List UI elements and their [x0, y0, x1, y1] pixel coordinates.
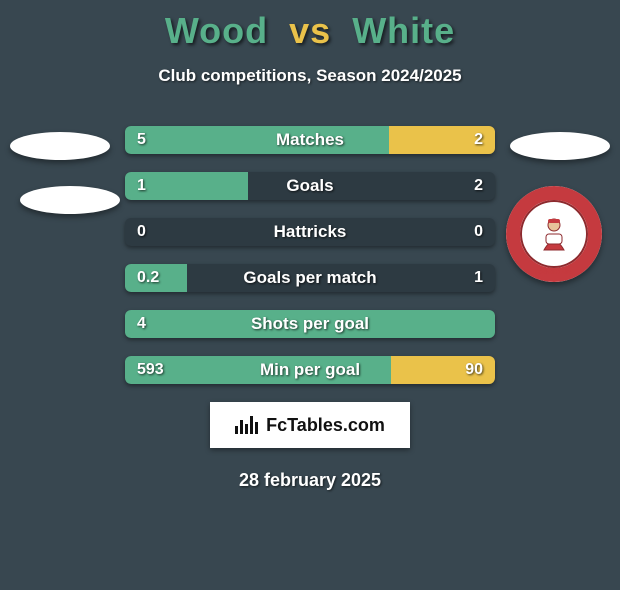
date-label: 28 february 2025: [0, 470, 620, 491]
subtitle: Club competitions, Season 2024/2025: [0, 66, 620, 86]
stat-value-left: 1: [137, 172, 146, 200]
vs-label: vs: [289, 10, 331, 51]
stat-value-left: 0: [137, 218, 146, 246]
stat-row: Goals1 2: [125, 172, 495, 200]
stat-row: Min per goal593 90: [125, 356, 495, 384]
stat-label: Shots per goal: [125, 310, 495, 338]
club-badge-figure-icon: [534, 214, 574, 254]
page-title: Wood vs White: [0, 10, 620, 52]
player1-name: Wood: [165, 10, 268, 51]
stat-label: Min per goal: [125, 356, 495, 384]
stat-value-right: 2: [474, 126, 483, 154]
stat-value-right: 2: [474, 172, 483, 200]
brand-pill: FcTables.com: [210, 402, 410, 448]
stat-row: Shots per goal4: [125, 310, 495, 338]
club-badge-founded-text: FOUNDED 1885: [506, 271, 602, 276]
stat-value-left: 4: [137, 310, 146, 338]
stat-value-left: 5: [137, 126, 146, 154]
stat-row: Matches5 2: [125, 126, 495, 154]
player2-club-logo-placeholder: [510, 132, 610, 160]
stat-value-left: 593: [137, 356, 164, 384]
stat-label: Goals per match: [125, 264, 495, 292]
club-badge: FOUNDED 1885: [506, 186, 602, 282]
stat-value-right: 1: [474, 264, 483, 292]
player1-club-logo-placeholder-1: [10, 132, 110, 160]
stat-row: Hattricks0 0: [125, 218, 495, 246]
player2-name: White: [352, 10, 455, 51]
stat-label: Matches: [125, 126, 495, 154]
stat-value-right: 90: [465, 356, 483, 384]
brand-bars-icon: [235, 416, 258, 434]
stat-label: Goals: [125, 172, 495, 200]
brand-text: FcTables.com: [266, 415, 385, 436]
player1-club-logo-placeholder-2: [20, 186, 120, 214]
stat-label: Hattricks: [125, 218, 495, 246]
stat-row: Goals per match0.2 1: [125, 264, 495, 292]
stat-value-right: 0: [474, 218, 483, 246]
stat-value-left: 0.2: [137, 264, 159, 292]
